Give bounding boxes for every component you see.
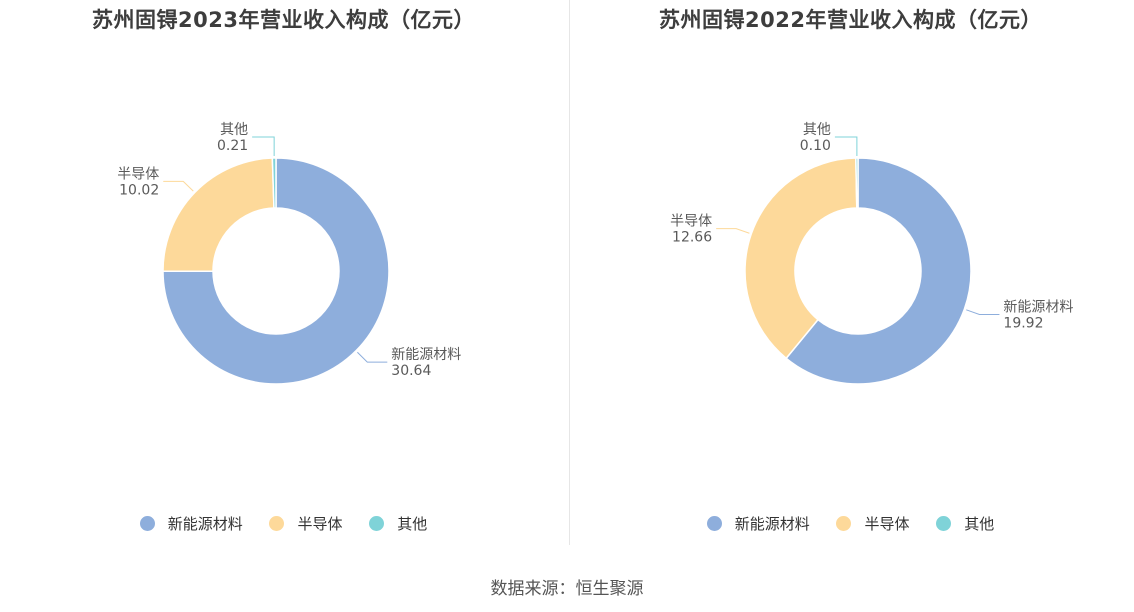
slice-semiconductor[interactable] [162, 157, 275, 272]
slice-other[interactable] [855, 157, 859, 209]
leader-line-semiconductor [163, 180, 194, 192]
legend-item-semiconductor[interactable]: 半导体 [836, 513, 910, 534]
legend-item-semiconductor[interactable]: 半导体 [269, 513, 343, 534]
slice-label-other: 其他 [803, 122, 831, 138]
leader-line-new-energy [357, 351, 388, 363]
legend-dot-semiconductor [836, 516, 852, 531]
legend-label: 新能源材料 [167, 515, 243, 533]
legend-item-new-energy[interactable]: 新能源材料 [139, 513, 243, 534]
legend-2023: 新能源材料 半导体 其他 [0, 513, 567, 535]
legend-label: 半导体 [297, 515, 343, 533]
legend-dot-semiconductor [269, 516, 285, 531]
leader-line-semiconductor [716, 228, 750, 234]
slice-label-new-energy: 新能源材料 [1003, 300, 1073, 316]
legend-label: 其他 [397, 515, 428, 533]
slice-value-semiconductor: 12.66 [672, 230, 712, 246]
slice-new-energy[interactable] [785, 157, 972, 385]
slice-label-semiconductor: 半导体 [670, 214, 712, 230]
chart-2023: 苏州固锝2023年营业收入构成（亿元） 新能源材料 30.64 半导体 10.02 其他… [0, 0, 567, 545]
slice-semiconductor[interactable] [744, 157, 858, 360]
legend-label: 其他 [964, 515, 995, 533]
chart-2022: 苏州固锝2022年营业收入构成（亿元） 新能源材料 19.92 半导体 12.66 其他… [567, 0, 1134, 545]
leader-line-new-energy [966, 309, 1000, 316]
legend-item-new-energy[interactable]: 新能源材料 [706, 513, 810, 534]
legend-item-other[interactable]: 其他 [936, 513, 994, 534]
slice-value-other: 0.10 [800, 138, 831, 154]
legend-dot-other [936, 516, 952, 531]
legend-label: 新能源材料 [734, 515, 810, 533]
slice-value-other: 0.21 [217, 138, 248, 154]
legend-dot-new-energy [706, 516, 722, 531]
chart-title-2022: 苏州固锝2022年营业收入构成（亿元） [659, 8, 1042, 32]
data-source-note: 数据来源：恒生聚源 [490, 579, 644, 599]
leader-line-other [834, 136, 858, 157]
slice-value-new-energy: 30.64 [391, 363, 431, 379]
slice-value-new-energy: 19.92 [1003, 316, 1043, 332]
slice-label-new-energy: 新能源材料 [391, 347, 461, 363]
chart-title-2023: 苏州固锝2023年营业收入构成（亿元） [92, 8, 475, 32]
leader-line-other [252, 136, 275, 157]
legend-dot-other [369, 516, 385, 531]
slice-other[interactable] [271, 157, 277, 209]
slice-label-other: 其他 [220, 122, 248, 138]
legend-label: 半导体 [864, 515, 910, 533]
legend-dot-new-energy [139, 516, 155, 531]
slice-value-semiconductor: 10.02 [119, 182, 159, 198]
legend-2022: 新能源材料 半导体 其他 [567, 513, 1134, 535]
slice-new-energy[interactable] [162, 157, 390, 385]
slice-label-semiconductor: 半导体 [117, 166, 159, 182]
legend-item-other[interactable]: 其他 [369, 513, 427, 534]
panel-divider [569, 0, 570, 545]
